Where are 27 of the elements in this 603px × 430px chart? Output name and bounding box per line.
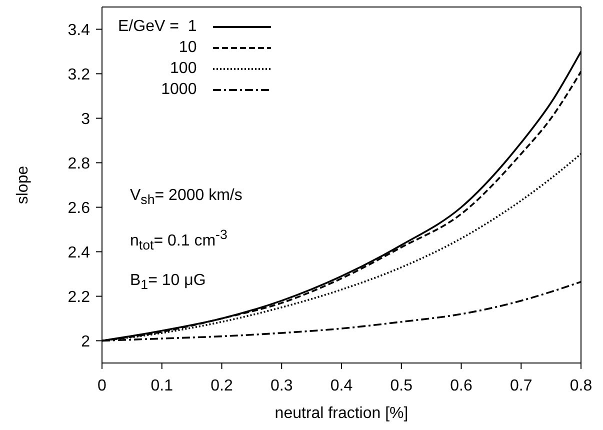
x-axis-title: neutral fraction [%] xyxy=(274,405,408,422)
y-tick-label: 3 xyxy=(81,110,90,128)
x-tick-label: 0.6 xyxy=(450,377,472,394)
y-tick-label: 2.8 xyxy=(68,155,90,172)
y-tick-label: 3.2 xyxy=(68,66,90,84)
x-tick-label: 0.7 xyxy=(510,377,532,394)
annotation: B$_{1}$= 10 μG xyxy=(130,270,207,294)
x-tick-label: 0 xyxy=(98,377,107,394)
legend-title: E/GeV = xyxy=(118,18,179,35)
x-tick-label: 0.1 xyxy=(150,377,174,394)
legend-label: 100 xyxy=(170,59,197,79)
legend-label: 1 xyxy=(188,18,197,35)
y-tick-label: 2.4 xyxy=(68,244,90,262)
y-tick-label: 2.6 xyxy=(68,200,90,217)
annotation: n$_{tot}$= 0.1 cm$^{-3}$ xyxy=(130,226,228,255)
legend-label: 1000 xyxy=(161,80,197,100)
x-tick-label: 0.2 xyxy=(210,377,233,394)
annotation: V$_{sh}$= 2000 km/s xyxy=(130,186,242,210)
y-axis-title: slope xyxy=(14,166,32,204)
x-tick-label: 0.3 xyxy=(270,377,293,394)
y-tick-label: 2.2 xyxy=(68,288,90,306)
x-tick-label: 0.8 xyxy=(570,377,592,394)
x-tick-label: 0.4 xyxy=(330,377,353,394)
legend-label: 10 xyxy=(178,38,197,58)
y-tick-label: 3.4 xyxy=(68,22,90,39)
y-tick-label: 2 xyxy=(81,333,90,350)
x-tick-label: 0.5 xyxy=(390,377,413,394)
